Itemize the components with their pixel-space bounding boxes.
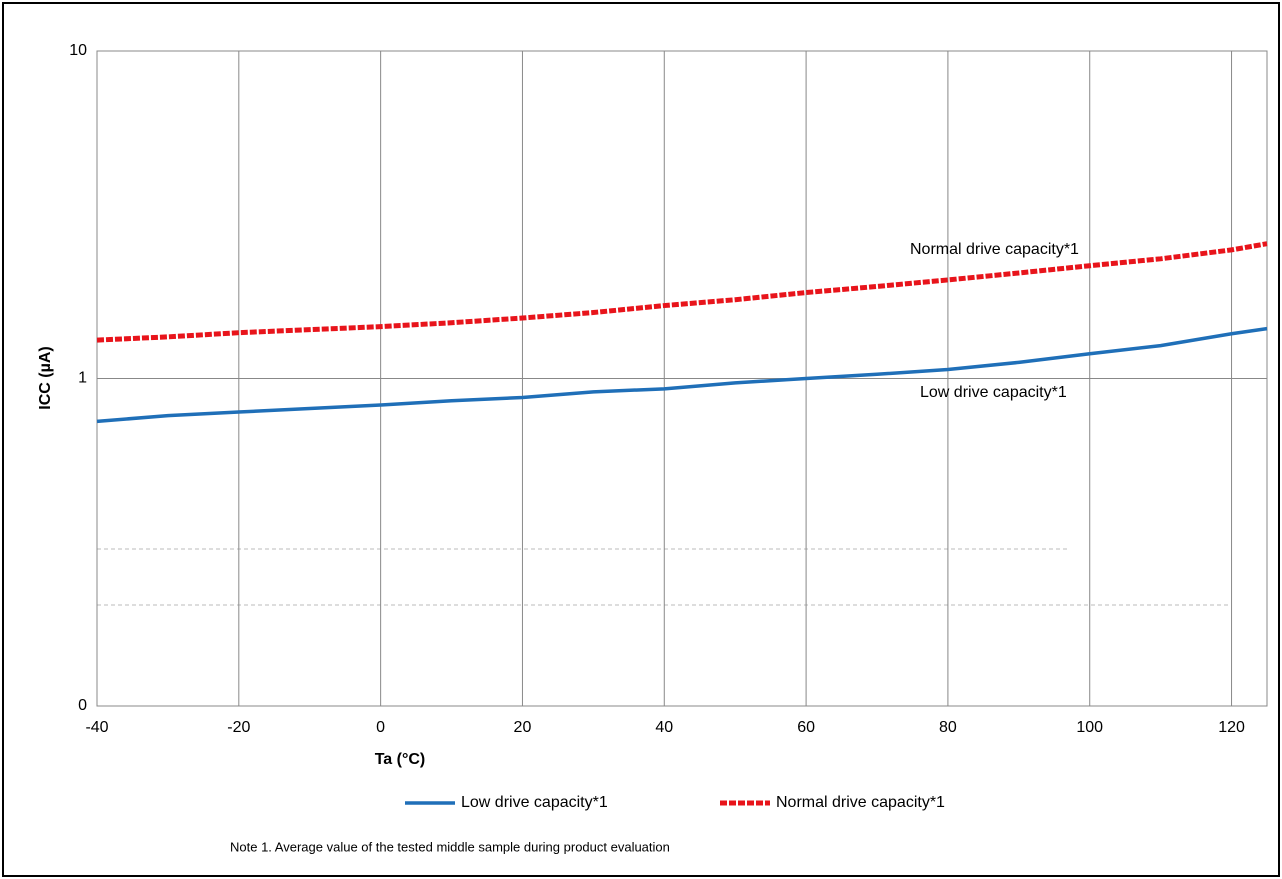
series-line — [96, 241, 1268, 343]
legend-label: Low drive capacity*1 — [461, 794, 608, 811]
annotation: Normal drive capacity*1 — [910, 241, 1079, 258]
x-tick-label: -20 — [227, 719, 250, 736]
x-tick-label: 40 — [655, 719, 673, 736]
x-tick-label: 100 — [1076, 719, 1103, 736]
x-tick-label: 60 — [797, 719, 815, 736]
y-tick-label: 0 — [78, 697, 87, 714]
x-tick-label: 120 — [1218, 719, 1245, 736]
x-axis-label: Ta (°C) — [375, 751, 426, 768]
y-tick-label: 10 — [69, 42, 87, 59]
x-tick-label: 80 — [939, 719, 957, 736]
note: Note 1. Average value of the tested midd… — [230, 839, 670, 854]
y-tick-label: 1 — [78, 370, 87, 387]
series-line — [96, 326, 1268, 424]
annotation: Low drive capacity*1 — [920, 384, 1067, 401]
legend-label: Normal drive capacity*1 — [776, 794, 945, 811]
x-tick-label: 20 — [514, 719, 532, 736]
y-axis-label: ICC (µA) — [37, 346, 54, 409]
x-tick-label: -40 — [85, 719, 108, 736]
plot-area — [96, 50, 1268, 707]
x-tick-label: 0 — [376, 719, 385, 736]
